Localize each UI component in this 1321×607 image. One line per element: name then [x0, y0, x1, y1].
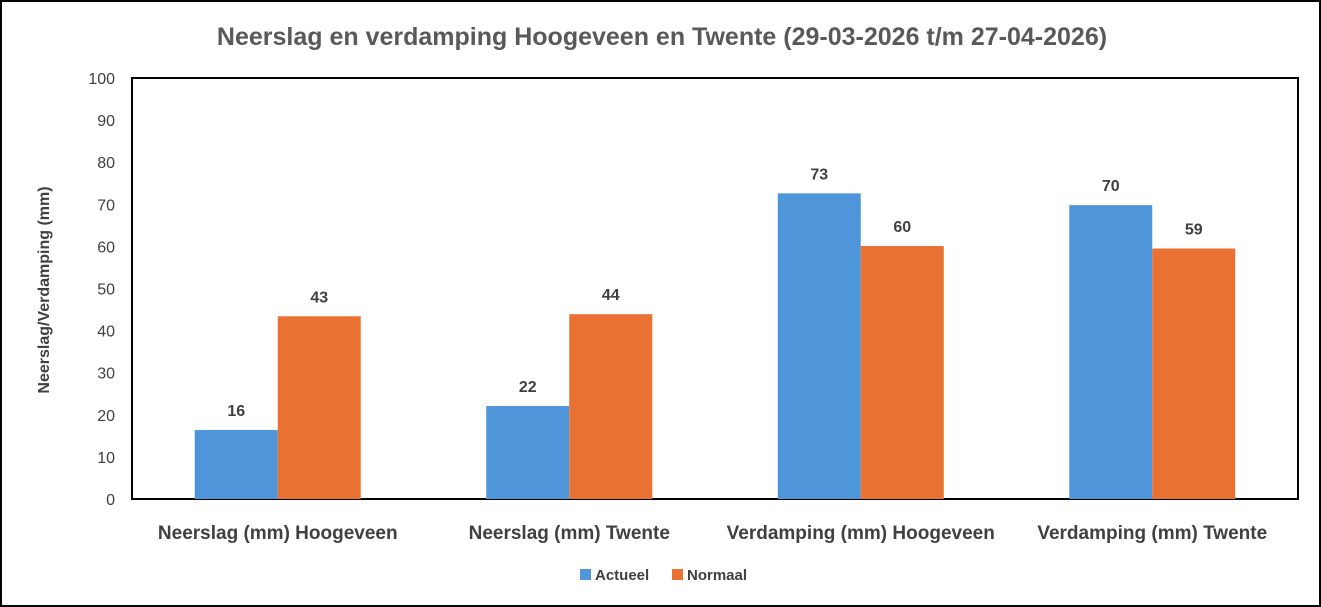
- data-label-actueel-3: 70: [1102, 178, 1120, 195]
- bar-normaal-2: [860, 245, 944, 499]
- data-label-actueel-2: 73: [810, 166, 828, 183]
- x-category-label: Verdamping (mm) Hoogeveen: [727, 523, 995, 544]
- y-tick-label: 100: [88, 71, 115, 88]
- y-tick-label: 40: [97, 324, 115, 341]
- legend-label-normaal: Normaal: [687, 567, 747, 584]
- data-label-normaal-0: 43: [310, 289, 328, 306]
- bar-normaal-0: [277, 316, 361, 499]
- data-label-normaal-1: 44: [602, 287, 620, 304]
- y-axis-ticks: 0 10 20 30 40 50 60 70 80 90 100: [88, 71, 115, 509]
- y-tick-label: 50: [97, 282, 115, 299]
- legend: Actueel Normaal: [580, 567, 747, 584]
- y-tick-label: 0: [106, 492, 115, 509]
- bar-actueel-1: [486, 405, 570, 499]
- data-label-actueel-0: 16: [227, 403, 245, 420]
- chart-title: Neerslag en verdamping Hoogeveen en Twen…: [217, 23, 1107, 51]
- data-label-actueel-1: 22: [519, 379, 537, 396]
- x-category-label: Neerslag (mm) Twente: [469, 523, 670, 544]
- y-tick-label: 30: [97, 366, 115, 383]
- legend-swatch-actueel: [580, 569, 591, 580]
- bar-normaal-1: [569, 314, 653, 499]
- x-axis-categories: Neerslag (mm) Hoogeveen Neerslag (mm) Twe…: [158, 523, 1267, 544]
- y-tick-label: 90: [97, 113, 115, 130]
- bar-actueel-0: [194, 429, 278, 499]
- y-tick-label: 20: [97, 408, 115, 425]
- data-label-normaal-2: 60: [893, 219, 911, 236]
- bar-actueel-2: [777, 193, 861, 499]
- y-axis-label: Neerslag/Verdamping (mm): [36, 186, 53, 393]
- plot-area: [131, 77, 1299, 500]
- y-tick-label: 10: [97, 450, 115, 467]
- bar-actueel-3: [1069, 205, 1153, 499]
- legend-label-actueel: Actueel: [595, 567, 649, 584]
- data-label-normaal-3: 59: [1185, 222, 1203, 239]
- y-tick-label: 80: [97, 155, 115, 172]
- legend-swatch-normaal: [672, 569, 683, 580]
- y-tick-label: 70: [97, 197, 115, 214]
- x-category-label: Verdamping (mm) Twente: [1037, 523, 1267, 544]
- bars: [194, 193, 1236, 499]
- y-tick-label: 60: [97, 239, 115, 256]
- bar-normaal-3: [1152, 248, 1236, 499]
- x-category-label: Neerslag (mm) Hoogeveen: [158, 523, 398, 544]
- data-labels: 16 22 73 70 43 44 60 59: [227, 166, 1202, 420]
